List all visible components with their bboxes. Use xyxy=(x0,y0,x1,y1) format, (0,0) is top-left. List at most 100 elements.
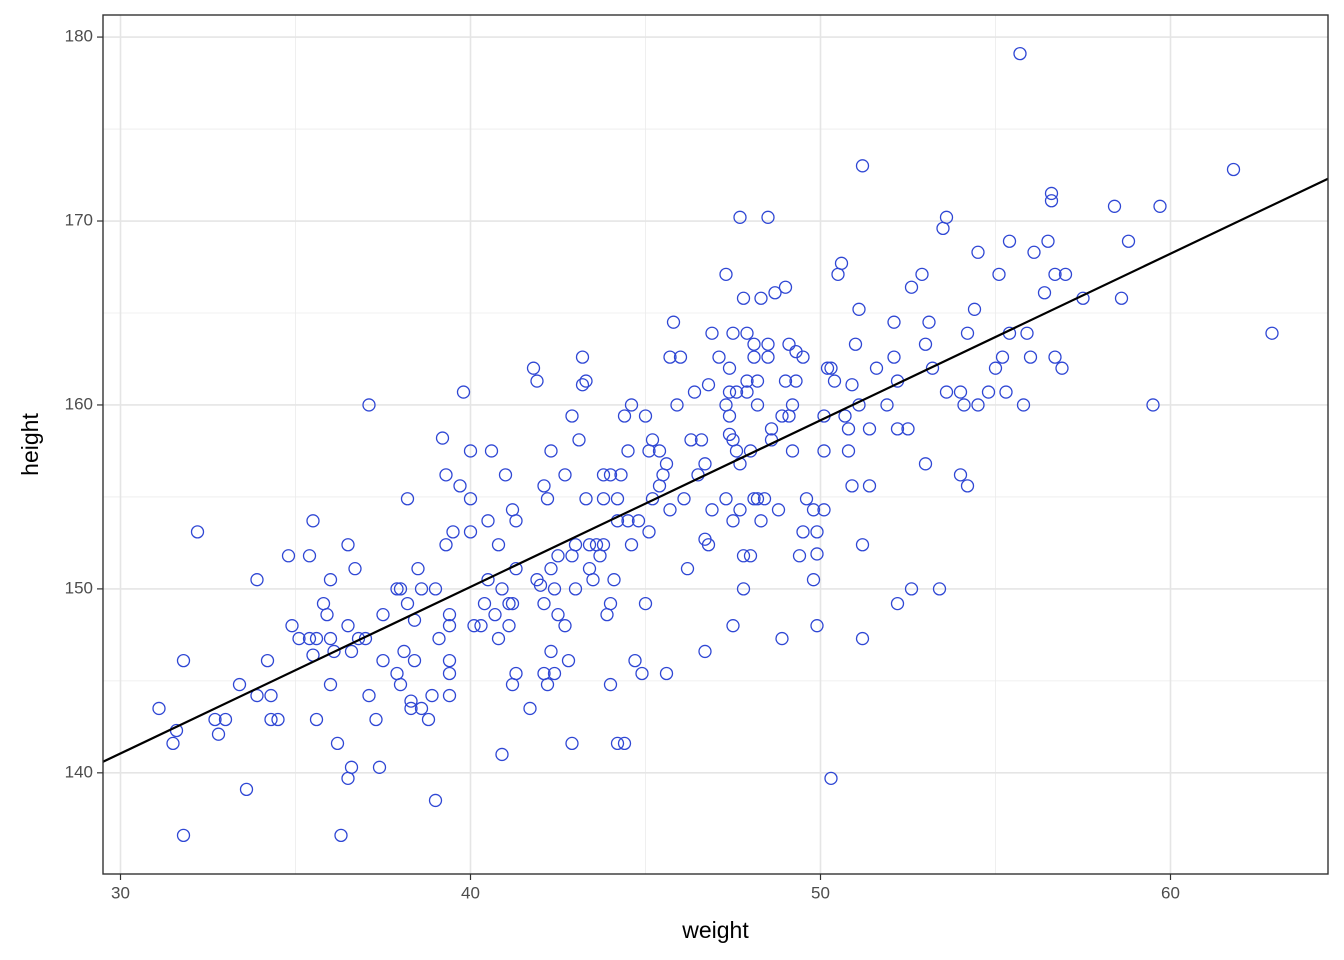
point xyxy=(397,644,411,659)
point xyxy=(677,492,691,506)
point xyxy=(544,444,558,458)
point xyxy=(904,280,919,294)
point xyxy=(586,573,600,587)
point xyxy=(827,374,842,388)
point xyxy=(488,607,502,622)
point xyxy=(642,525,656,539)
y-axis-title: height xyxy=(17,413,43,476)
point xyxy=(810,525,824,539)
point xyxy=(820,361,835,375)
point xyxy=(743,549,758,563)
point xyxy=(1044,194,1059,208)
point xyxy=(862,422,877,436)
point xyxy=(582,538,597,552)
point xyxy=(995,350,1010,364)
point xyxy=(432,631,446,646)
point xyxy=(887,350,901,364)
point xyxy=(936,221,950,236)
point xyxy=(442,607,457,622)
regression-line xyxy=(102,177,1329,763)
point xyxy=(999,385,1013,399)
point xyxy=(208,712,222,727)
point xyxy=(323,573,338,587)
point xyxy=(582,562,597,576)
point xyxy=(474,619,488,633)
point xyxy=(1226,162,1241,177)
point xyxy=(593,549,607,563)
point xyxy=(726,326,740,340)
point xyxy=(953,385,968,399)
point xyxy=(747,350,761,364)
point xyxy=(561,653,576,668)
point xyxy=(575,378,590,392)
y-tick-label: 150 xyxy=(65,578,93,597)
point xyxy=(442,653,457,668)
point xyxy=(659,457,674,471)
point xyxy=(1055,361,1069,375)
point xyxy=(239,782,254,797)
point xyxy=(320,607,334,622)
point xyxy=(680,562,695,576)
point xyxy=(309,712,324,727)
point xyxy=(733,503,747,517)
point xyxy=(544,562,558,576)
point xyxy=(971,398,985,412)
point xyxy=(166,736,180,751)
point xyxy=(565,736,579,751)
point xyxy=(841,444,856,458)
point xyxy=(754,514,768,528)
point xyxy=(778,374,793,388)
point xyxy=(834,256,849,270)
point xyxy=(495,582,509,596)
point xyxy=(1013,46,1027,61)
point xyxy=(761,350,775,364)
axes: 30 40 50 60 140 150 160 170 180 xyxy=(65,27,1180,903)
point xyxy=(831,267,845,282)
point xyxy=(764,422,779,436)
point xyxy=(544,644,558,659)
point xyxy=(1114,291,1129,305)
point xyxy=(778,280,793,294)
point xyxy=(439,468,453,482)
point xyxy=(761,210,775,224)
point xyxy=(568,582,583,596)
point xyxy=(372,760,387,774)
point xyxy=(323,631,338,646)
point xyxy=(992,267,1006,282)
point xyxy=(551,549,565,563)
point xyxy=(687,385,702,399)
point xyxy=(848,337,863,351)
point xyxy=(901,422,915,436)
point xyxy=(1265,326,1279,340)
point xyxy=(806,503,821,517)
point xyxy=(596,492,611,506)
point xyxy=(988,361,1003,375)
point xyxy=(621,444,635,458)
point xyxy=(505,503,520,517)
point xyxy=(603,596,618,611)
point xyxy=(607,573,621,587)
point xyxy=(481,514,495,528)
point xyxy=(498,468,513,482)
point xyxy=(712,350,726,364)
point xyxy=(309,631,324,646)
point xyxy=(572,433,586,447)
point xyxy=(817,503,831,517)
point xyxy=(540,677,555,692)
point xyxy=(362,688,376,703)
point xyxy=(701,378,716,392)
point xyxy=(659,666,674,681)
point xyxy=(810,547,824,561)
point xyxy=(509,514,523,528)
point xyxy=(645,433,660,447)
point xyxy=(740,326,754,340)
point xyxy=(260,653,275,668)
point xyxy=(341,619,355,633)
point xyxy=(362,398,376,412)
point xyxy=(316,596,331,611)
point xyxy=(505,596,520,611)
point xyxy=(558,619,572,633)
point xyxy=(971,245,985,259)
point xyxy=(824,771,838,786)
